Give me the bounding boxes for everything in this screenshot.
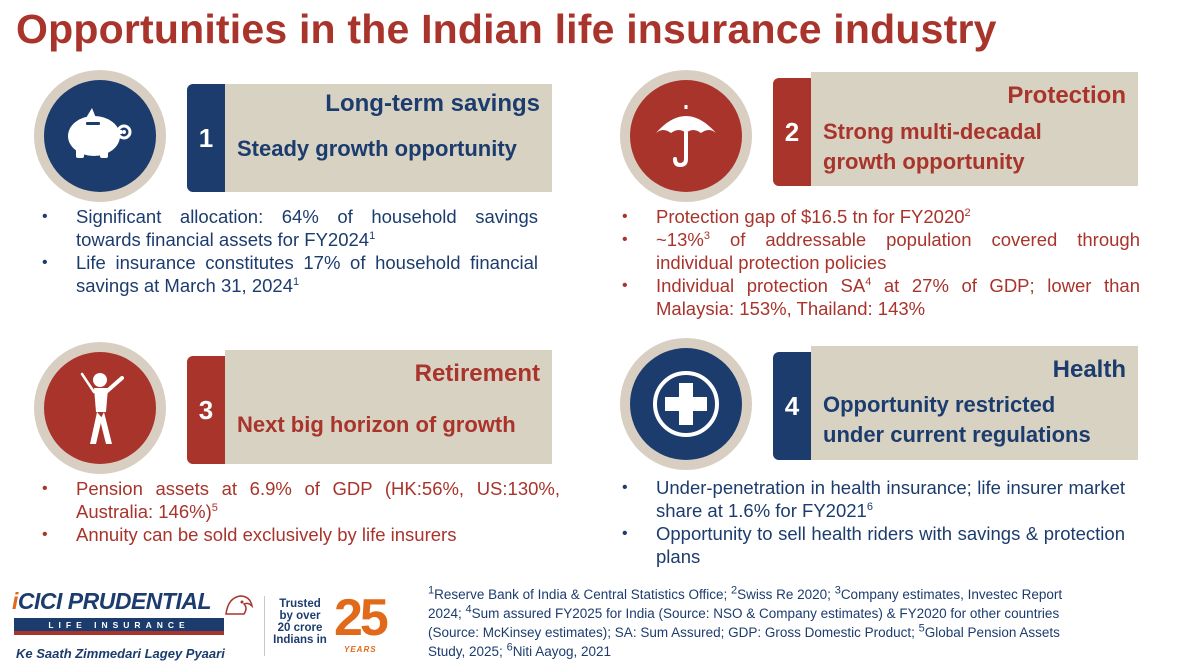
retirement-heading: Retirement <box>414 360 540 387</box>
list-item: Pension assets at 6.9% of GDP (HK:56%, U… <box>40 477 560 523</box>
anniversary-years-label: YEARS <box>344 645 377 654</box>
list-item: Significant allocation: 64% of household… <box>40 205 538 251</box>
life-insurance-band: LIFE INSURANCE <box>14 618 224 631</box>
list-item: Under-penetration in health insurance; l… <box>620 476 1125 522</box>
health-header-panel: Health Opportunity restricted under curr… <box>811 346 1138 460</box>
health-subtitle: Opportunity restricted under current reg… <box>823 392 1091 447</box>
savings-header-panel: Long-term savings Steady growth opportun… <box>225 84 552 192</box>
trusted-by-text: Trusted by over 20 crore Indians in <box>273 598 327 646</box>
anniversary-25-mark: 25 <box>334 589 389 647</box>
protection-header-panel: Protection Strong multi-decadal growth o… <box>811 72 1138 186</box>
card-number-3: 3 <box>187 356 225 464</box>
logo-accent-stripe <box>14 631 224 635</box>
card-number-2: 2 <box>773 78 811 186</box>
medical-cross-icon <box>653 371 719 437</box>
health-bullet-list: Under-penetration in health insurance; l… <box>620 476 1125 568</box>
page-title: Opportunities in the Indian life insuran… <box>16 6 997 52</box>
golfer-icon <box>80 372 124 444</box>
list-item: Opportunity to sell health riders with s… <box>620 522 1125 568</box>
savings-heading: Long-term savings <box>325 90 540 117</box>
retirement-header-panel: Retirement Next big horizon of growth <box>225 350 552 464</box>
savings-icon-badge <box>34 70 166 202</box>
logo-divider <box>264 596 265 656</box>
list-item: Protection gap of $16.5 tn for FY20202 <box>620 205 1140 228</box>
savings-bullet-list: Significant allocation: 64% of household… <box>40 205 538 297</box>
icici-prudential-logo: iCICI PRUDENTIAL LIFE INSURANCE Ke Saath… <box>6 588 256 662</box>
health-icon-badge <box>620 338 752 470</box>
umbrella-icon <box>656 105 716 168</box>
card-number-4: 4 <box>773 352 811 460</box>
list-item: Individual protection SA4 at 27% of GDP;… <box>620 274 1140 320</box>
card-number-1: 1 <box>187 84 225 192</box>
health-heading: Health <box>1052 356 1126 383</box>
piggy-bank-icon <box>68 108 132 158</box>
protection-heading: Protection <box>1007 82 1126 109</box>
brand-wordmark: iCICI PRUDENTIAL <box>12 588 212 614</box>
list-item: Life insurance constitutes 17% of househ… <box>40 251 538 297</box>
protection-subtitle: Strong multi-decadal growth opportunity <box>823 119 1042 174</box>
protection-icon-badge <box>620 70 752 202</box>
retirement-subtitle: Next big horizon of growth <box>237 412 516 437</box>
list-item: Annuity can be sold exclusively by life … <box>40 523 560 546</box>
lion-emblem-icon <box>225 595 254 615</box>
list-item: ~13%3 of addressable population covered … <box>620 228 1140 274</box>
retirement-bullet-list: Pension assets at 6.9% of GDP (HK:56%, U… <box>40 477 560 546</box>
footnotes: 1Reserve Bank of India & Central Statist… <box>428 584 1063 659</box>
retirement-icon-badge <box>34 342 166 474</box>
savings-subtitle: Steady growth opportunity <box>237 136 517 161</box>
protection-bullet-list: Protection gap of $16.5 tn for FY20202 ~… <box>620 205 1140 320</box>
brand-tagline: Ke Saath Zimmedari Lagey Pyaari <box>16 646 225 661</box>
